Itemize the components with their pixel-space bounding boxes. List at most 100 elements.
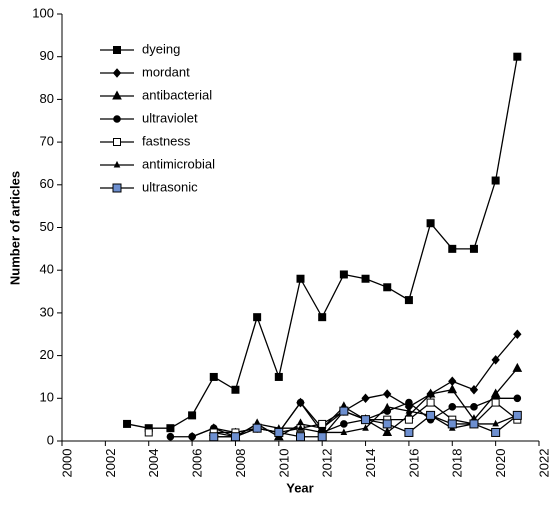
marker <box>112 68 122 78</box>
marker <box>230 432 240 442</box>
marker <box>340 428 348 435</box>
y-tick-label: 10 <box>40 390 54 405</box>
marker <box>405 398 413 407</box>
marker <box>113 138 121 146</box>
x-tick-label: 2020 <box>493 449 508 478</box>
marker <box>188 411 197 420</box>
marker <box>448 376 457 386</box>
x-axis-label: Year <box>286 480 313 495</box>
marker <box>166 424 175 433</box>
marker <box>113 46 121 54</box>
marker <box>448 244 457 253</box>
marker <box>491 427 501 437</box>
marker <box>513 394 522 403</box>
marker <box>404 415 413 424</box>
marker <box>426 410 436 420</box>
marker <box>113 160 121 168</box>
y-tick-label: 60 <box>40 176 54 191</box>
marker <box>383 402 391 410</box>
x-tick-label: 2018 <box>450 449 465 478</box>
marker <box>318 313 327 322</box>
x-tick-label: 2000 <box>59 449 74 478</box>
marker <box>405 406 413 414</box>
legend-label: antimicrobial <box>142 156 215 171</box>
legend-label: ultraviolet <box>142 110 198 125</box>
x-tick-label: 2014 <box>363 449 378 478</box>
marker <box>112 90 122 100</box>
legend-label: antibacterial <box>142 87 212 102</box>
marker <box>469 385 479 395</box>
marker <box>383 389 392 399</box>
x-tick-label: 2012 <box>320 449 335 478</box>
marker <box>513 329 522 340</box>
marker <box>382 419 392 429</box>
marker <box>491 355 500 365</box>
y-tick-label: 0 <box>47 432 54 447</box>
y-axis-label: Number of articles <box>7 171 22 285</box>
marker <box>404 296 413 305</box>
y-tick-label: 100 <box>32 5 54 20</box>
marker <box>383 283 392 292</box>
y-tick-label: 80 <box>40 91 54 106</box>
marker <box>144 428 153 437</box>
marker <box>209 432 219 442</box>
marker <box>339 406 349 416</box>
y-tick-label: 90 <box>40 48 54 63</box>
marker <box>361 274 370 283</box>
x-tick-label: 2002 <box>103 449 118 478</box>
marker <box>469 419 479 429</box>
marker <box>297 424 304 431</box>
marker <box>512 410 522 420</box>
x-tick-label: 2022 <box>536 449 550 478</box>
marker <box>469 244 478 253</box>
x-tick-label: 2010 <box>276 449 291 478</box>
marker <box>231 385 240 394</box>
marker <box>274 372 283 381</box>
marker <box>447 384 458 394</box>
marker <box>166 432 175 441</box>
marker <box>448 403 457 411</box>
marker <box>513 52 522 61</box>
legend-label: fastness <box>142 133 191 148</box>
x-tick-label: 2006 <box>190 449 205 478</box>
marker <box>296 274 305 283</box>
marker <box>361 393 370 404</box>
marker <box>491 176 500 185</box>
marker <box>470 403 478 411</box>
y-tick-label: 50 <box>40 219 54 234</box>
marker <box>296 432 305 442</box>
marker <box>209 372 218 381</box>
marker <box>113 115 121 123</box>
marker <box>492 419 499 427</box>
marker <box>252 423 262 433</box>
legend-label: dyeing <box>142 41 180 56</box>
marker <box>491 398 500 407</box>
marker <box>361 415 371 425</box>
marker <box>339 270 348 279</box>
y-tick-label: 70 <box>40 134 54 149</box>
marker <box>426 398 435 407</box>
marker <box>112 183 122 193</box>
marker <box>426 219 435 228</box>
marker <box>318 419 327 428</box>
marker <box>447 419 457 429</box>
x-tick-label: 2008 <box>233 449 248 478</box>
marker <box>123 419 132 428</box>
marker <box>340 420 348 428</box>
y-tick-label: 30 <box>40 304 54 319</box>
marker <box>404 427 414 437</box>
x-tick-label: 2016 <box>406 449 421 478</box>
y-tick-label: 20 <box>40 347 54 362</box>
marker <box>253 313 262 322</box>
legend-label: mordant <box>142 64 190 79</box>
marker <box>425 388 436 398</box>
marker <box>188 432 196 441</box>
legend-label: ultrasonic <box>142 179 198 194</box>
marker <box>274 427 284 437</box>
marker <box>512 362 523 372</box>
marker <box>362 424 369 431</box>
marker <box>296 398 305 407</box>
marker <box>382 426 393 436</box>
y-tick-label: 40 <box>40 262 54 277</box>
